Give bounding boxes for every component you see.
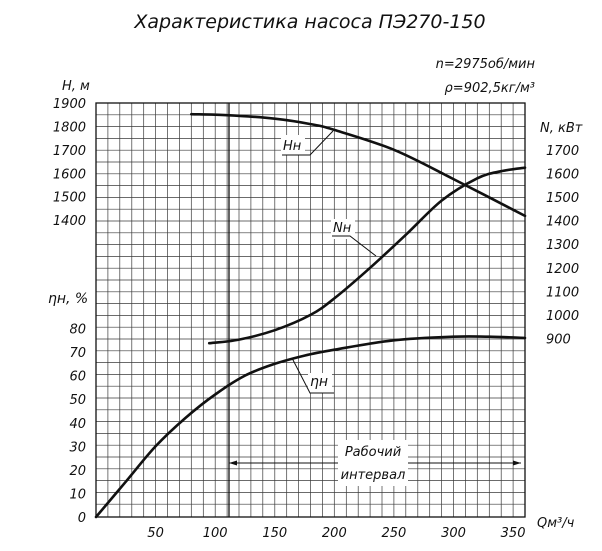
power-tick-label: 1600 xyxy=(546,168,579,183)
working-interval-arrow-left xyxy=(229,460,237,466)
eff-tick-label: 20 xyxy=(69,464,86,479)
eff-axis-label: ηн, % xyxy=(48,291,88,307)
head-curve-leader xyxy=(282,130,334,156)
eff-tick-label: 30 xyxy=(69,440,86,455)
head-tick-label: 1700 xyxy=(53,144,86,159)
power-tick-label: 1200 xyxy=(546,262,579,277)
eff-curve-label: ηн xyxy=(310,374,328,390)
eff-tick-label: 10 xyxy=(69,487,86,502)
x-tick-label: 300 xyxy=(441,526,466,541)
efficiency-curve xyxy=(94,335,527,519)
head-curve-callout: Нн xyxy=(281,130,334,156)
eff-curve-label-bg xyxy=(308,373,332,393)
speed-label: n=2975об/мин xyxy=(436,57,536,72)
eff-tick-label: 60 xyxy=(69,370,86,385)
working-interval-arrow-right xyxy=(513,460,521,466)
plot-frame xyxy=(95,102,526,518)
power-axis-label: N, кВт xyxy=(540,121,583,136)
power-curve-label: Nн xyxy=(333,221,352,236)
x-tick-label: 100 xyxy=(203,526,228,541)
head-tick-label: 1400 xyxy=(53,214,86,229)
tick-labels: 50 100 150 200 250 300 35014001500160017001800… xyxy=(53,97,579,541)
x-tick-label: 350 xyxy=(501,526,526,541)
power-tick-label: 1300 xyxy=(546,238,579,253)
head-curve-label: Нн xyxy=(283,139,302,154)
power-curve xyxy=(207,166,527,345)
head-curve xyxy=(190,112,527,218)
curves xyxy=(94,112,527,519)
x-axis-label: Qм³/ч xyxy=(537,516,575,531)
head-tick-label: 1900 xyxy=(53,97,86,112)
head-curve-label-bg xyxy=(281,135,305,155)
power-curve-label-bg xyxy=(331,219,355,239)
head-axis-label: Н, м xyxy=(62,79,90,94)
density-label: ρ=902,5кг/м³ xyxy=(445,81,535,96)
chart-title: Характеристика насоса ПЭ270-150 xyxy=(133,11,485,33)
eff-tick-label: 80 xyxy=(69,323,86,338)
x-tick-label: 250 xyxy=(382,526,407,541)
power-tick-label: 1400 xyxy=(546,215,579,230)
power-tick-label: 900 xyxy=(546,332,571,347)
eff-tick-label: 0 xyxy=(78,511,86,526)
power-tick-label: 1500 xyxy=(546,191,579,206)
head-tick-label: 1500 xyxy=(53,191,86,206)
x-tick-label: 50 xyxy=(147,526,164,541)
grid xyxy=(96,103,525,517)
head-tick-label: 1600 xyxy=(53,167,86,182)
working-interval-label-2: интервал xyxy=(341,468,406,483)
working-interval-label-bg xyxy=(338,440,408,486)
power-tick-label: 1700 xyxy=(546,144,579,159)
power-curve-callout: Nн xyxy=(331,219,377,257)
eff-tick-label: 70 xyxy=(69,346,86,361)
eff-curve-callout: ηн xyxy=(291,357,334,394)
eff-tick-label: 40 xyxy=(69,417,86,432)
x-tick-label: 150 xyxy=(262,526,287,541)
working-interval-label-1: Рабочий xyxy=(345,445,401,460)
working-interval-annotation: Рабочий интервал xyxy=(229,440,521,486)
power-tick-label: 1100 xyxy=(546,285,579,300)
eff-curve-leader xyxy=(291,357,334,394)
eff-tick-label: 50 xyxy=(69,393,86,408)
power-curve-leader xyxy=(332,235,377,257)
head-tick-label: 1800 xyxy=(53,120,86,135)
x-tick-label: 200 xyxy=(322,526,347,541)
power-tick-label: 1000 xyxy=(546,309,579,324)
